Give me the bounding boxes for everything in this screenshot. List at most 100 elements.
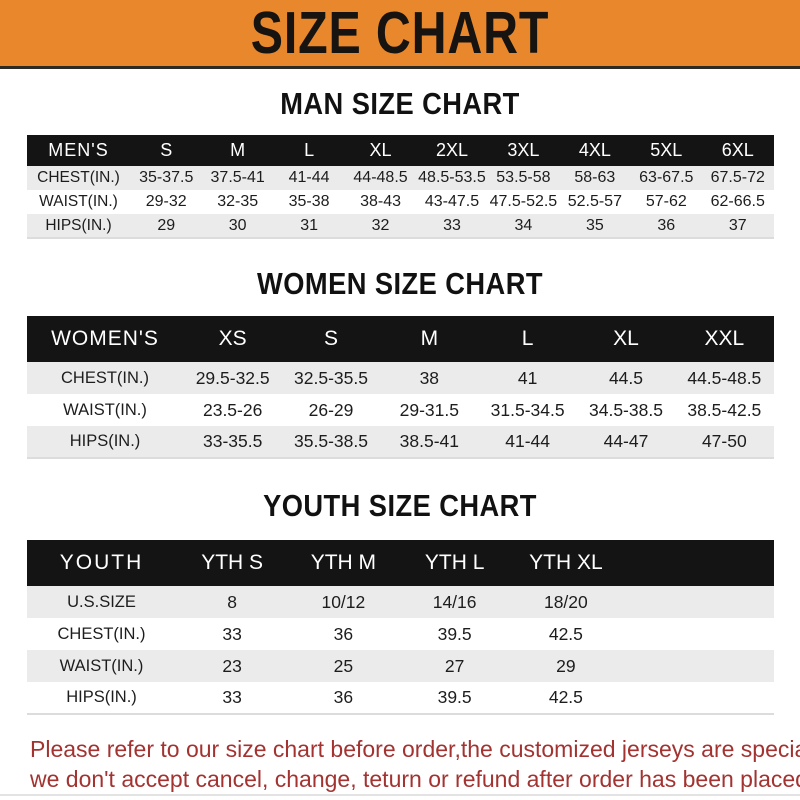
measurement-value-cell: 27	[444, 655, 465, 676]
measurement-value-cell: 47.5-52.5	[489, 193, 558, 210]
measurement-value-cell: 62-66.5	[710, 193, 765, 210]
measurement-row-label: U.S.SIZE	[67, 592, 136, 611]
women-table-header-row: WOMEN'S XS S M L XL XXL	[26, 316, 774, 362]
men-size-section: MAN SIZE CHART MEN'S S M L XL 2XL 3XL 4XL 5XL 6XL C…	[0, 86, 800, 239]
measurement-value-cell: 34.5-38.5	[589, 399, 663, 420]
measurement-row: HIPS(IN.) 33 36 39.5 42.5	[26, 682, 774, 714]
size-column-header: L	[478, 316, 577, 362]
measurement-row-label: CHEST(IN.)	[37, 169, 120, 186]
size-column-header: 4XL	[559, 135, 631, 166]
measurement-value-cell: 29	[157, 216, 176, 234]
measurement-value-cell: 35.5-38.5	[294, 431, 368, 451]
size-column-header: YTH M	[287, 540, 399, 586]
measurement-value-cell: 23	[222, 655, 242, 676]
measurement-value-cell: 26-29	[308, 399, 354, 420]
measurement-value-cell: 32	[371, 216, 390, 234]
page-title: SIZE CHART	[250, 0, 550, 66]
size-column-header: YTH S	[176, 540, 288, 586]
measurement-value-cell: 33	[222, 623, 242, 644]
measurement-value-cell: 33-35.5	[202, 431, 263, 451]
measurement-value-cell: 35	[585, 216, 604, 234]
measurement-value-cell: 34	[514, 216, 533, 234]
size-column-header: S	[281, 316, 381, 362]
men-size-table: MEN'S S M L XL 2XL 3XL 4XL 5XL 6XL CHEST(IN.) 35-37…	[26, 135, 774, 239]
women-table-header-label: WOMEN'S	[26, 316, 184, 362]
measurement-row: WAIST(IN.) 23.5-26 26-29 29-31.5 31.5-34.5 34…	[26, 394, 774, 426]
measurement-value-cell: 38.5-41	[399, 431, 459, 451]
measurement-row: CHEST(IN.) 29.5-32.5 32.5-35.5 38 41 44.5 44.5…	[26, 362, 774, 394]
size-column-header: 2XL	[416, 135, 488, 166]
blank-cell	[622, 586, 774, 618]
youth-size-table: YOUTH YTH S YTH M YTH L YTH XL U.S.SIZE 8 10/12…	[26, 540, 774, 715]
measurement-row: WAIST(IN.) 29-32 32-35 35-38 38-43 43-47.5 47.…	[26, 190, 774, 214]
measurement-value-cell: 41	[517, 367, 538, 388]
disclaimer-line-1: Please refer to our size chart before or…	[30, 736, 800, 762]
measurement-value-cell: 29	[556, 655, 576, 676]
measurement-row: HIPS(IN.) 29 30 31 32 33 34 35 36 37	[26, 214, 774, 238]
youth-table-header-row: YOUTH YTH S YTH M YTH L YTH XL	[26, 540, 774, 586]
measurement-value-cell: 8	[227, 591, 237, 612]
bottom-divider	[0, 794, 800, 796]
measurement-value-cell: 32.5-35.5	[294, 367, 368, 388]
measurement-value-cell: 41-44	[288, 169, 330, 186]
men-table-header-row: MEN'S S M L XL 2XL 3XL 4XL 5XL 6XL	[26, 135, 774, 166]
measurement-value-cell: 23.5-26	[202, 399, 263, 420]
measurement-value-cell: 63-67.5	[639, 169, 694, 186]
size-column-header: S	[130, 135, 202, 166]
measurement-value-cell: 44-47	[603, 431, 649, 451]
size-column-header: XXL	[675, 316, 774, 362]
measurement-value-cell: 44.5-48.5	[687, 367, 762, 388]
measurement-row-label: CHEST(IN.)	[61, 368, 149, 387]
measurement-value-cell: 42.5	[548, 623, 583, 644]
youth-size-section: YOUTH SIZE CHART YOUTH YTH S YTH M YTH L YTH …	[0, 488, 800, 715]
size-column-header: YTH XL	[510, 540, 622, 586]
size-column-header: XL	[576, 316, 676, 362]
measurement-value-cell: 36	[333, 687, 354, 707]
measurement-row-label: HIPS(IN.)	[45, 216, 112, 234]
measurement-value-cell: 38	[419, 367, 440, 388]
measurement-value-cell: 32-35	[217, 193, 259, 210]
measurement-value-cell: 36	[657, 216, 676, 234]
measurement-row-label: WAIST(IN.)	[39, 193, 118, 210]
measurement-value-cell: 29-32	[145, 193, 187, 210]
measurement-value-cell: 44.5	[608, 367, 643, 388]
size-column-header: 3XL	[487, 135, 560, 166]
measurement-row: U.S.SIZE 8 10/12 14/16 18/20	[26, 586, 774, 618]
size-column-header: 5XL	[630, 135, 702, 166]
measurement-value-cell: 31	[300, 216, 318, 234]
measurement-value-cell: 10/12	[321, 591, 366, 612]
measurement-row: CHEST(IN.) 33 36 39.5 42.5	[26, 618, 774, 650]
measurement-value-cell: 30	[228, 216, 247, 234]
measurement-value-cell: 31.5-34.5	[490, 399, 565, 420]
women-size-table: WOMEN'S XS S M L XL XXL CHEST(IN.) 29.5-32.5 32.5…	[26, 316, 774, 459]
blank-cell	[622, 650, 774, 682]
men-table-header-label: MEN'S	[26, 135, 131, 166]
measurement-value-cell: 43-47.5	[424, 193, 480, 210]
measurement-row: WAIST(IN.) 23 25 27 29	[26, 650, 774, 682]
size-chart-banner: SIZE CHART	[0, 0, 800, 69]
measurement-value-cell: 39.5	[437, 623, 472, 644]
measurement-row-label: CHEST(IN.)	[57, 624, 146, 643]
measurement-value-cell: 37.5-41	[210, 169, 265, 186]
size-column-header: M	[380, 316, 479, 362]
measurement-value-cell: 53.5-58	[496, 169, 551, 186]
women-size-section: WOMEN SIZE CHART WOMEN'S XS S M L XL XXL CHEST(I…	[0, 266, 800, 459]
measurement-value-cell: 18/20	[543, 591, 588, 612]
measurement-value-cell: 33	[222, 687, 242, 707]
measurement-value-cell: 29.5-32.5	[195, 367, 270, 388]
size-column-header: YTH L	[399, 540, 511, 586]
disclaimer: Please refer to our size chart before or…	[30, 734, 800, 794]
men-section-title: MAN SIZE CHART	[280, 86, 520, 121]
blank-cell	[622, 618, 774, 650]
measurement-value-cell: 58-63	[574, 169, 616, 186]
disclaimer-line-2: we don't accept cancel, change, teturn o…	[30, 766, 800, 793]
measurement-value-cell: 36	[333, 623, 354, 644]
measurement-value-cell: 41-44	[505, 431, 551, 451]
measurement-value-cell: 25	[333, 655, 354, 676]
youth-table-header-label: YOUTH	[26, 540, 177, 586]
measurement-value-cell: 42.5	[548, 687, 583, 707]
measurement-value-cell: 29-31.5	[399, 399, 459, 420]
measurement-value-cell: 38-43	[360, 193, 401, 210]
measurement-value-cell: 37	[728, 216, 747, 234]
measurement-value-cell: 14/16	[432, 591, 477, 612]
